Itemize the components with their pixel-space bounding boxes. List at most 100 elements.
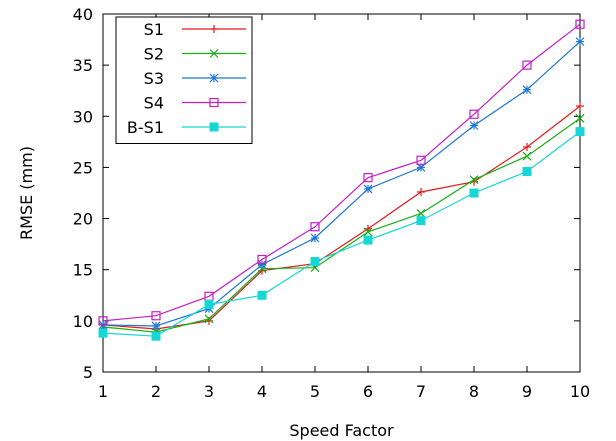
data-point (310, 233, 320, 243)
data-point (575, 19, 585, 29)
data-point (257, 260, 267, 270)
legend-label: S2 (144, 45, 164, 64)
y-tick-label: 30 (73, 107, 93, 126)
legend-item: S1 (144, 20, 246, 39)
data-point (98, 328, 108, 338)
x-marker-b (522, 151, 532, 161)
series-layer (98, 19, 585, 341)
x-tick-label: 7 (416, 382, 426, 401)
data-point (151, 311, 161, 321)
data-point (522, 60, 532, 70)
data-point (575, 127, 585, 137)
filled-square-marker (204, 299, 214, 309)
star-marker-b (151, 321, 161, 331)
data-point (416, 216, 426, 226)
data-point (523, 142, 531, 151)
x-marker-b (204, 314, 214, 324)
y-tick-label: 15 (73, 261, 93, 280)
open-square-marker (98, 316, 108, 326)
plot-area (102, 13, 581, 373)
data-point (575, 37, 585, 47)
legend-item: S2 (144, 45, 246, 64)
legend-box (115, 16, 253, 144)
legend: S1 S2 S3 S4 B-S1 (115, 16, 253, 144)
data-point (469, 121, 479, 130)
x-marker-b (363, 227, 373, 237)
y-tick-label: 5 (83, 363, 93, 382)
open-square-marker (575, 19, 585, 29)
x-tick-label: 1 (98, 382, 108, 401)
filled-square-marker (310, 257, 320, 267)
data-point (417, 187, 425, 196)
open-square-marker (310, 222, 320, 232)
y-tick-label: 40 (73, 5, 93, 24)
x-tick-label: 4 (257, 382, 267, 401)
filled-square-marker (98, 328, 108, 338)
data-point (257, 290, 267, 300)
y-tick-label: 10 (73, 312, 93, 331)
filled-square-marker (416, 216, 426, 226)
series-s4 (98, 19, 585, 326)
star-marker-b (257, 260, 267, 270)
y-axis-label: RMSE (mm) (17, 146, 36, 240)
data-point (469, 188, 479, 198)
filled-square-marker (363, 235, 373, 245)
data-point (522, 167, 532, 177)
x-tick-label: 10 (570, 382, 590, 401)
star-marker-b (522, 85, 532, 95)
plot-frame (102, 13, 581, 373)
data-point (416, 155, 426, 165)
data-point (363, 235, 373, 245)
axis-ticks: 1 2 3 4 5 6 7 8 9 10 5 10 15 20 25 30 35 40 (73, 5, 591, 401)
star-marker-b (363, 184, 373, 194)
data-point (363, 184, 373, 194)
x-tick-label: 5 (310, 382, 320, 401)
filled-square-marker (151, 331, 161, 341)
open-square-marker (469, 109, 479, 119)
y-tick-label: 35 (73, 56, 93, 75)
series-b-s1 (98, 127, 585, 341)
data-point (469, 175, 479, 185)
filled-square-marker (575, 127, 585, 137)
x-marker-b (209, 49, 219, 58)
data-point (363, 173, 373, 183)
x-tick-label: 2 (151, 382, 161, 401)
x-tick-label: 6 (363, 382, 373, 401)
x-marker-b (257, 264, 267, 274)
x-tick-label: 3 (204, 382, 214, 401)
y-tick-label: 20 (73, 210, 93, 229)
data-point (151, 331, 161, 341)
star-marker-b (310, 233, 320, 243)
data-point (257, 254, 267, 265)
star-marker-b (575, 37, 585, 47)
legend-item: B-S1 (127, 118, 246, 137)
data-point (310, 222, 320, 232)
open-square-marker (416, 155, 426, 165)
data-point (363, 227, 373, 237)
data-point (469, 109, 479, 119)
series-s2 (98, 113, 585, 337)
data-point (204, 299, 214, 309)
series-line (102, 23, 581, 322)
data-point (98, 316, 108, 326)
x-marker-b (469, 175, 479, 185)
star-marker-b (209, 73, 219, 83)
legend-label: S1 (144, 20, 164, 39)
x-tick-label: 8 (469, 382, 479, 401)
x-tick-label: 9 (522, 382, 532, 401)
legend-label: S3 (144, 69, 164, 88)
open-square-marker (209, 97, 219, 108)
data-point (575, 113, 585, 123)
star-marker-b (469, 121, 479, 130)
filled-square-marker (257, 290, 267, 300)
x-axis-label: Speed Factor (289, 421, 394, 440)
series-line (102, 131, 581, 337)
data-point (522, 151, 532, 161)
legend-item: S4 (144, 94, 246, 113)
filled-square-marker (469, 188, 479, 198)
y-tick-label: 25 (73, 158, 93, 177)
filled-square-marker (522, 167, 532, 177)
data-point (576, 102, 584, 111)
open-square-marker (257, 254, 267, 265)
